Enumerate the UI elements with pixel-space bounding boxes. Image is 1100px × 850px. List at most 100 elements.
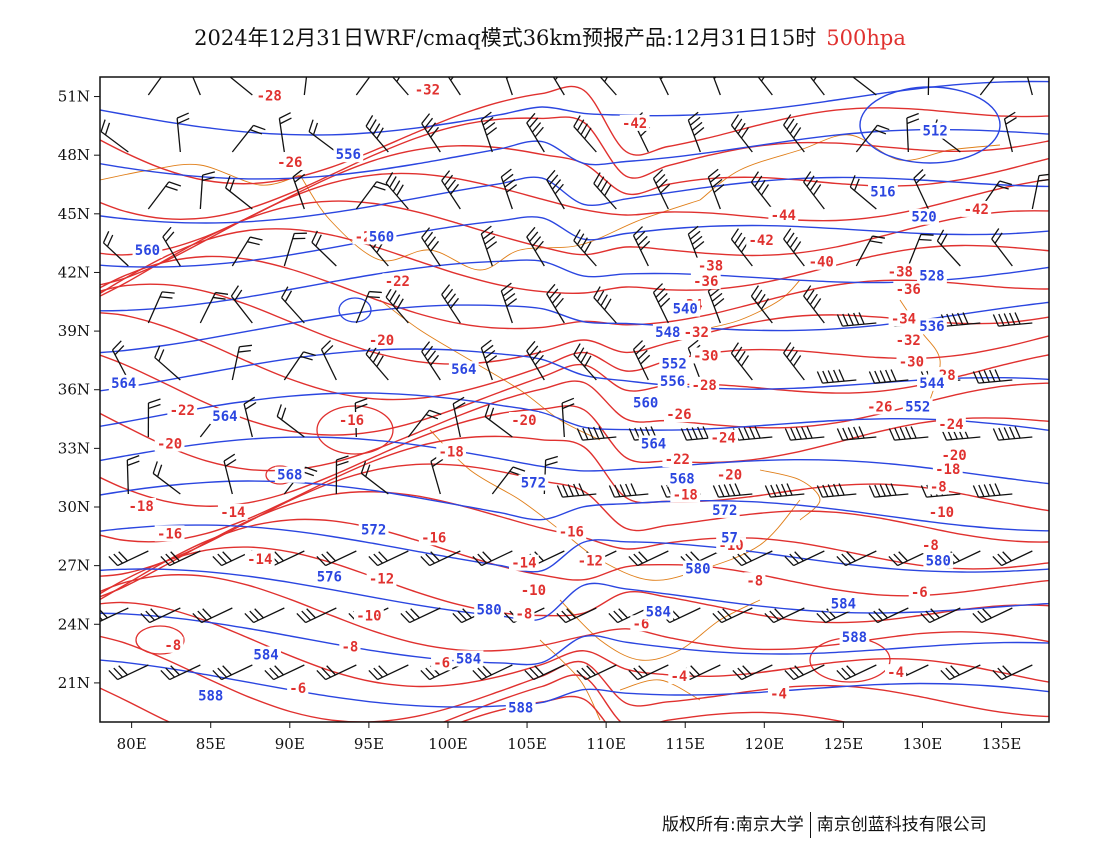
lat-tick-label: 39N [58,322,90,340]
temperature-label: -18 [673,487,698,503]
wind-barb [972,483,1013,498]
wind-barb [913,169,929,210]
copyright-text: 版权所有:南京大学 [662,815,804,835]
temperature-label-bg [690,273,721,290]
wind-barb [546,283,565,324]
wind-barb [868,607,909,624]
height-label: 580 [476,603,501,619]
temperature-label-bg [708,429,739,446]
temperature-label: -8 [922,538,939,554]
height-label-bg [670,300,701,317]
height-isoline [100,216,1049,268]
wind-barb [561,397,575,438]
temperature-label: -22 [170,403,195,419]
temperature-label-bg [513,605,535,622]
temperature-label: -38 [698,259,723,275]
height-label: 572 [521,476,546,492]
height-isoline [100,568,1049,622]
height-label: 564 [451,362,476,378]
wind-barb [355,77,371,96]
boundary-line [429,429,801,581]
wind-barb [783,228,805,267]
temperature-label: -14 [247,552,272,568]
temperature-label-bg [893,331,924,348]
lat-tick-label: 45N [58,205,90,223]
wind-barb [524,664,565,681]
temperature-label-bg [412,81,443,98]
wind-barb [212,664,253,681]
wind-barb [784,550,825,567]
wind-barb [421,113,441,153]
height-label: 520 [911,210,936,226]
wind-barb [484,404,513,438]
wind-barb [147,77,163,96]
wind-barb [420,550,461,567]
wind-barb [316,664,357,681]
title-level: 500hpa [826,26,906,50]
wind-barb [992,426,1033,441]
lon-tick-label: 100E [428,735,468,753]
wind-barb [707,168,725,210]
lat-tick-label: 48N [58,146,90,164]
height-label-bg [453,650,484,667]
temperature-label: -20 [941,448,966,464]
temperature-label-bg [689,376,720,393]
wind-barb [632,226,651,267]
height-label-bg [718,529,741,546]
wind-barb [231,236,263,267]
wind-barb [632,340,651,381]
temperature-label-bg [932,460,963,477]
temperature-label-bg [806,253,837,270]
temperature-isoline [100,85,1049,185]
wind-barb [628,550,669,567]
temperature-label-bg [126,498,157,514]
temperature-label: -8 [515,607,532,623]
wind-barb [102,231,129,267]
temperature-label: -32 [415,83,440,99]
temperature-label: -10 [929,505,954,521]
temperature-label-bg [167,402,198,419]
wind-barb [160,550,201,567]
temperature-label: -40 [809,255,834,271]
wind-barb [199,291,229,324]
height-label-bg [828,595,859,612]
height-label-bg [917,267,947,284]
temperature-label-bg [939,447,969,464]
height-label-bg [210,408,240,425]
wind-barb [335,455,349,495]
wind-barb [192,607,233,624]
wind-barb [160,664,201,681]
wind-barb [230,285,253,324]
height-label-bg [657,372,688,389]
temperature-label: -12 [369,571,394,587]
temperature-isoline [100,601,1049,688]
temperature-label: -14 [220,505,245,521]
temperature-label: -36 [896,282,921,298]
temperature-label-bg [936,415,966,432]
temperature-isoline [100,674,849,722]
contour-labels: -28-26-24-22-20-22-20-16-18-20-18-14-16-… [108,81,992,716]
temperature-label: -26 [277,155,302,171]
temperature-label-bg [339,638,361,655]
temperature-isoline [100,463,1049,577]
height-label-bg [652,324,683,341]
wind-barb [505,77,513,96]
lat-tick-label: 42N [58,263,90,281]
temperature-label: -30 [693,349,718,365]
height-label-bg [333,146,364,163]
height-label-bg [839,628,870,645]
height-label: 584 [646,605,671,621]
height-label-bg [682,560,713,577]
temperature-label: -10 [521,583,546,599]
temperature-label-bg [690,347,721,364]
temperature-label: -42 [964,202,989,218]
wind-barb [108,664,149,681]
temperature-label: -22 [385,274,410,290]
height-label-bg [314,568,345,585]
temperature-label-bg [767,685,790,702]
height-label-bg [920,122,951,139]
height-closed-contour [338,297,372,323]
wind-barb [147,181,182,210]
chart-title: 2024年12月31日WRF/cmaq模式36km预报产品:12月31日15时 5… [0,22,1100,52]
wind-barb [836,550,877,567]
